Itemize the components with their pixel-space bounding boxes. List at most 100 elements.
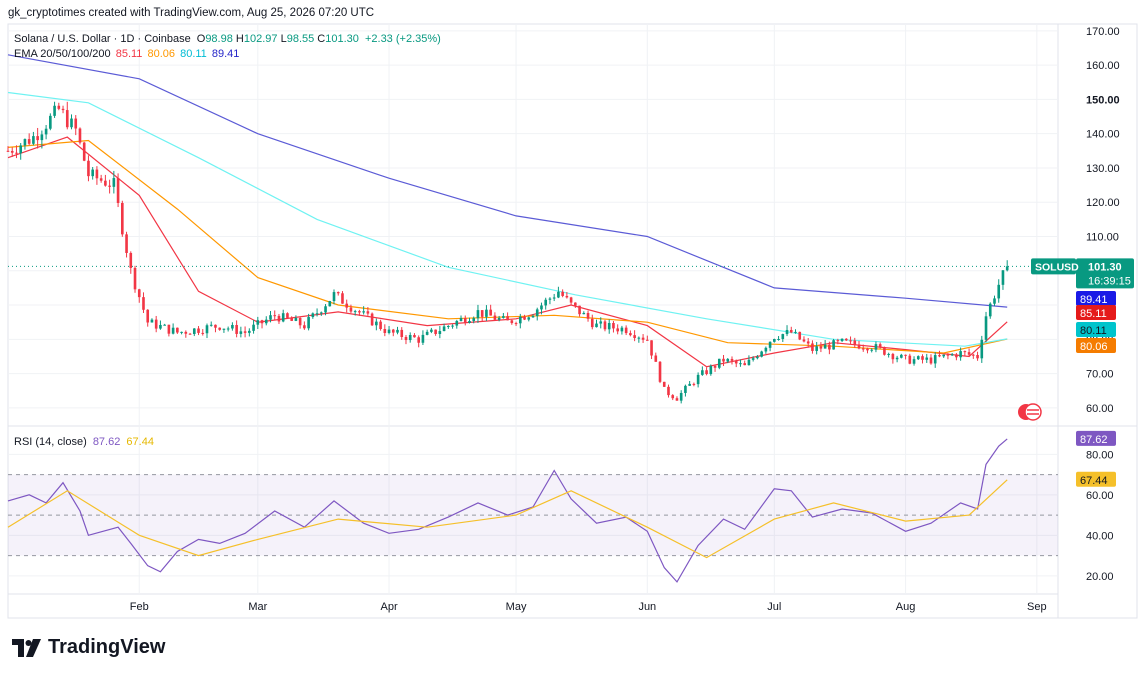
change-value: +2.33 (+2.35%) — [364, 33, 441, 45]
close-label: C — [317, 33, 326, 45]
low-value: 98.55 — [286, 33, 315, 45]
candle-body — [967, 352, 971, 355]
candle-body — [459, 318, 463, 321]
rsi-legend[interactable]: RSI (14, close) 87.62 67.44 — [14, 436, 154, 448]
candle-body — [91, 169, 94, 177]
candle-body — [463, 318, 467, 323]
candle-body — [248, 330, 251, 333]
candle-body — [561, 291, 564, 296]
ema200-value: 89.41 — [211, 48, 240, 60]
candle-body — [112, 178, 116, 187]
ema-value-tag-text: 85.11 — [1080, 308, 1107, 320]
candle-body — [324, 306, 327, 313]
symbol-tag-bg — [1031, 258, 1076, 275]
candle-body — [569, 297, 573, 303]
ema-line-ema200 — [7, 54, 1008, 308]
price-tag-symbol: SOLUSD — [1035, 261, 1079, 273]
candle-body — [332, 292, 336, 302]
candle-body — [692, 383, 696, 385]
candle-body — [722, 358, 725, 362]
candle-body — [205, 325, 209, 334]
candle-body — [840, 338, 844, 342]
candle-body — [607, 323, 611, 330]
candle-body — [32, 136, 35, 144]
candle-body — [78, 128, 82, 143]
candle-body — [802, 339, 806, 342]
candle-body — [705, 370, 708, 375]
price-tick-label: 140.00 — [1086, 129, 1120, 141]
time-tick-label: Sep — [1027, 601, 1047, 613]
candle-body — [137, 289, 141, 298]
tradingview-logo[interactable]: TradingView — [12, 636, 165, 659]
candle-body — [895, 357, 899, 360]
candle-body — [629, 333, 632, 336]
candle-body — [425, 331, 429, 335]
candle-body — [176, 327, 179, 333]
candle-body — [434, 329, 437, 335]
candle-body — [57, 105, 61, 109]
price-tag-price: 101.30 — [1088, 261, 1122, 273]
candle-body — [679, 392, 683, 401]
candle-body — [565, 295, 569, 298]
candle-body — [823, 344, 827, 349]
candle-body — [781, 334, 785, 339]
candle-body — [188, 333, 192, 335]
candle-body — [273, 315, 277, 317]
candle-body — [472, 318, 476, 321]
candle-body — [836, 340, 840, 342]
candle-body — [159, 324, 162, 329]
candle-body — [493, 315, 497, 320]
candle-body — [269, 315, 272, 320]
candle-body — [912, 359, 916, 364]
candle-body — [540, 305, 543, 310]
candle-body — [811, 343, 814, 351]
candle-body — [646, 339, 649, 341]
price-pane-grid — [7, 23, 1138, 619]
candle-body — [908, 355, 912, 364]
price-tick-label: 170.00 — [1086, 26, 1120, 38]
candle-body — [701, 370, 704, 375]
price-tick-label: 150.00 — [1086, 94, 1120, 106]
candle-body — [984, 316, 988, 340]
candle-body — [578, 305, 581, 315]
candle-body — [476, 310, 480, 319]
candle-body — [624, 327, 628, 334]
candle-body — [44, 128, 48, 135]
candle-body — [849, 340, 852, 342]
candle-body — [502, 316, 505, 318]
candle-body — [375, 321, 378, 326]
candle-body — [874, 344, 878, 350]
candle-body — [243, 331, 247, 333]
candle-body — [900, 354, 903, 358]
candle-body — [36, 136, 39, 141]
candlesticks[interactable] — [6, 101, 1009, 404]
ema-legend[interactable]: EMA 20/50/100/200 85.11 80.06 80.11 89.4… — [14, 48, 239, 60]
candle-body — [595, 323, 598, 328]
candle-body — [180, 331, 183, 333]
candle-body — [150, 319, 154, 323]
chart-frame — [7, 23, 1138, 619]
candle-body — [574, 302, 577, 306]
candle-body — [353, 311, 357, 313]
candle-body — [938, 355, 941, 357]
candle-body — [286, 313, 289, 318]
ema20-value: 85.11 — [115, 48, 143, 60]
candle-body — [201, 332, 205, 334]
ema-value-tag — [1076, 291, 1116, 306]
candle-body — [785, 329, 789, 335]
candle-body — [557, 291, 560, 298]
rsi-value-tag-text: 67.44 — [1080, 475, 1108, 487]
candle-body — [760, 351, 763, 357]
candle-body — [298, 317, 302, 326]
candle-body — [535, 309, 539, 316]
candle-body — [641, 337, 645, 340]
rsi-label: RSI (14, close) — [14, 436, 87, 448]
symbol-title[interactable]: Solana / U.S. Dollar · 1D · Coinbase — [14, 33, 191, 45]
candle-body — [832, 340, 835, 350]
candle-body — [658, 361, 662, 382]
candle-body — [417, 337, 420, 343]
candle-body — [777, 338, 780, 340]
candle-body — [108, 185, 111, 187]
candle-body — [768, 341, 772, 348]
